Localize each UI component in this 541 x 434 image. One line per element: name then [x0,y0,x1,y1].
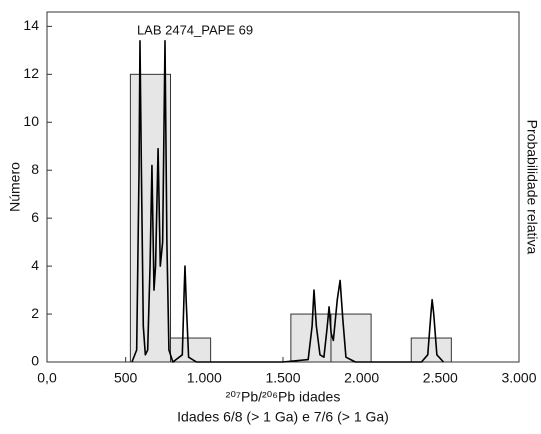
y-tick-label: 14 [23,17,39,33]
x-tick-label: 2.500 [423,370,458,386]
y-tick-label: 4 [31,257,39,273]
y-tick-label: 12 [23,65,39,81]
subtitle: Idades 6/8 (> 1 Ga) e 7/6 (> 1 Ga) [177,409,389,425]
x-tick-label: 1.000 [187,370,222,386]
y2-axis-label: Probabilidade relativa [524,120,540,255]
x-tick-label: 0,0 [37,370,57,386]
probability-curve [131,39,445,363]
y-tick-label: 0 [31,353,39,369]
bar [330,313,372,363]
bar [410,337,452,363]
x-tick-label: 500 [114,370,138,386]
x-tick-label: 3.000 [501,370,536,386]
y-tick-label: 2 [31,305,39,321]
y-axis-label: Número [7,162,23,212]
y-tick-label: 10 [23,113,39,129]
x-tick-label: 2.000 [344,370,379,386]
y-tick-label: 8 [31,161,39,177]
y-tick-label: 6 [31,209,39,225]
annotation: LAB 2474_PAPE 69 [137,22,253,37]
x-tick-label: 1.500 [265,370,300,386]
x-axis-label: ²⁰⁷Pb/²⁰⁶Pb idades [226,389,341,405]
plot-frame [46,11,520,363]
